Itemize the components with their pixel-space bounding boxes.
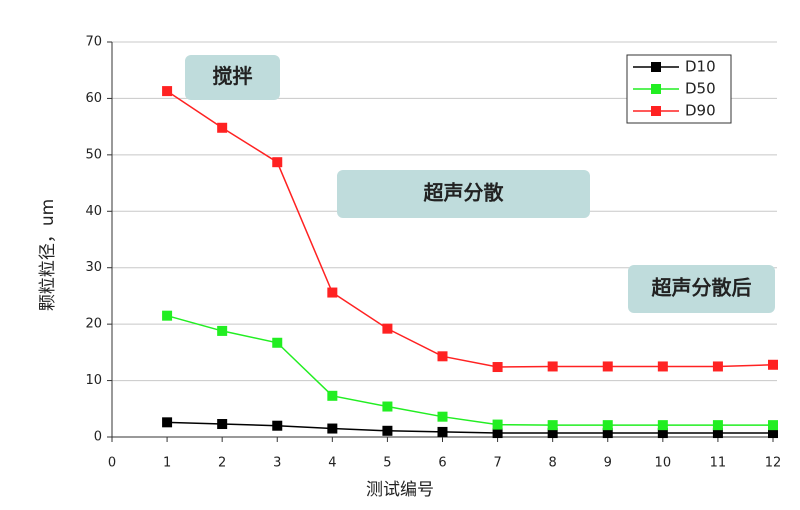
point-marker [437,411,448,422]
point-marker [492,419,503,430]
point-marker [602,420,613,431]
annotation: 超声分散 [423,181,505,205]
point-marker [657,420,668,431]
point-marker [162,417,173,428]
annotation-box [337,170,590,218]
x-tick-label: 4 [328,456,336,471]
point-marker [162,86,173,97]
series-line [167,421,773,434]
point-marker [382,323,393,334]
legend-label: D10 [685,58,716,76]
point-marker [547,428,558,439]
point-marker [768,359,778,370]
x-tick-label: 1 [163,456,171,471]
point-marker [272,337,283,348]
y-tick-label: 50 [85,147,102,162]
point-marker [547,361,558,372]
point-marker [602,361,613,372]
point-marker [272,420,283,431]
x-tick-label: 2 [218,456,226,471]
point-marker [712,361,723,372]
point-marker [712,428,723,439]
x-tick-label: 6 [438,456,446,471]
point-marker [547,420,558,431]
point-marker [327,423,338,434]
series-line [166,90,774,368]
series-line [166,314,773,426]
x-tick-label: 11 [710,456,727,471]
legend-marker [651,106,661,116]
x-tick-label: 9 [604,456,612,471]
x-tick-label: 12 [765,456,782,471]
y-tick-label: 10 [85,373,102,388]
point-marker [657,361,668,372]
annotation-box [628,265,775,313]
y-tick-label: 60 [85,91,102,106]
x-tick-label: 8 [549,456,557,471]
x-tick-label: 7 [493,456,501,471]
y-tick-label: 30 [85,260,102,275]
point-marker [602,428,613,439]
point-marker [768,420,778,431]
point-marker [272,157,283,168]
point-marker [657,428,668,439]
y-tick-label: 70 [85,35,102,50]
annotation: 超声分散后 [651,276,752,300]
x-tick-label: 0 [108,456,116,471]
legend-marker [651,84,661,94]
point-marker [712,420,723,431]
point-marker [162,310,173,321]
point-marker [382,425,393,436]
y-axis-label: 颗粒粒径，um [38,199,58,311]
y-tick-label: 40 [85,204,102,219]
point-marker [327,390,338,401]
legend-label: D50 [685,80,716,98]
x-tick-label: 3 [273,456,281,471]
point-marker [382,401,393,412]
x-tick-label: 5 [383,456,391,471]
y-tick-label: 20 [85,317,102,332]
annotation: 搅拌 [213,64,253,88]
legend-marker [651,62,661,72]
point-marker [492,362,503,373]
point-marker [217,325,228,336]
annotation-box [185,55,280,100]
point-marker [492,428,503,439]
point-marker [217,419,228,430]
legend-label: D90 [685,102,716,120]
point-marker [217,122,228,133]
point-marker [327,287,338,298]
point-marker [437,351,448,362]
x-tick-label: 10 [655,456,672,471]
x-axis-label: 测试编号 [366,480,434,500]
y-tick-label: 0 [94,430,102,445]
point-marker [768,428,778,439]
point-marker [437,426,448,437]
